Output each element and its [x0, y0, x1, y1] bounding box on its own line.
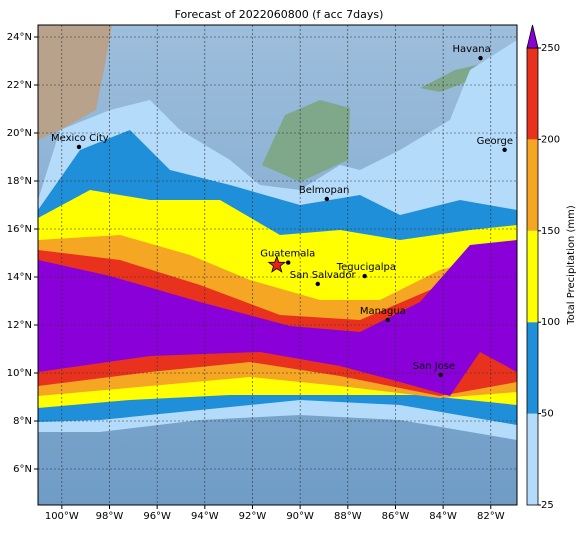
y-tick-label: 20°N: [7, 128, 32, 139]
colorbar-tick-label: 150: [541, 226, 560, 237]
y-tick-label: 16°N: [7, 224, 32, 235]
city-dot: [478, 55, 483, 61]
colorbar-segment: [527, 139, 538, 231]
x-tick-label: 96°W: [143, 511, 171, 522]
colorbar-tick-label: 250: [541, 43, 560, 54]
colorbar-tick-label: 25: [541, 500, 554, 511]
land-yucatan: [262, 100, 350, 182]
x-tick-label: 86°W: [382, 511, 410, 522]
y-tick-label: 18°N: [7, 176, 32, 187]
x-tick-label: 82°W: [477, 511, 505, 522]
colorbar-segment: [527, 413, 538, 505]
city-dot: [385, 317, 391, 323]
y-tick-label: 6°N: [13, 464, 32, 475]
colorbar-tick-label: 50: [541, 409, 554, 420]
x-tick-label: 88°W: [334, 511, 362, 522]
city-label: Havana: [453, 44, 491, 55]
city-label: Tegucigalpa: [336, 262, 396, 273]
y-tick-label: 24°N: [7, 32, 32, 43]
x-tick-label: 84°W: [429, 511, 457, 522]
x-tick-label: 90°W: [286, 511, 314, 522]
map-area: Mexico City Havana George Town Belmopan Guat…: [38, 25, 542, 505]
colorbar-extend: [526, 24, 539, 49]
precip-250: [38, 240, 517, 396]
city-dot: [286, 260, 291, 265]
y-tick-label: 10°N: [7, 368, 32, 379]
colorbar-segment: [527, 322, 538, 414]
axis-ticks: 100°W 98°W 96°W 94°W 92°W 90°W 88°W 86°W 84°W 82°…: [7, 32, 505, 522]
colorbar-frame: [526, 47, 539, 506]
y-tick-label: 12°N: [7, 320, 32, 331]
city-dot: [315, 281, 320, 287]
city-label: Guatemala: [260, 249, 315, 260]
axes-frame: [37, 24, 518, 506]
city-dot: [76, 144, 82, 150]
colorbar-label: Total Precipitation (mm): [566, 205, 577, 326]
graticule: [38, 25, 517, 505]
y-tick-label: 14°N: [7, 272, 32, 283]
city-label: San Jose: [413, 361, 455, 372]
x-tick-label: 92°W: [239, 511, 267, 522]
cities: Mexico City Havana George Town Belmopan Guat…: [51, 44, 542, 378]
colorbar-tick-label: 200: [541, 134, 560, 145]
star-marker: [267, 255, 287, 273]
colorbar-segment: [527, 48, 538, 140]
colorbar-segment: [527, 230, 538, 323]
colorbar: 25 50 100 150 200 250: [526, 24, 560, 511]
x-tick-label: 94°W: [191, 511, 219, 522]
city-dot: [324, 196, 330, 202]
x-tick-label: 98°W: [96, 511, 124, 522]
city-label: Mexico City: [51, 133, 109, 144]
land-mexico: [38, 25, 112, 140]
city-label: Managua: [360, 306, 406, 317]
city-label: George Town: [477, 136, 542, 147]
city-dot: [438, 372, 443, 378]
city-dot: [362, 273, 367, 279]
city-label: San Salvador: [290, 270, 357, 281]
colorbar-tick-label: 100: [541, 317, 560, 328]
y-tick-label: 8°N: [13, 416, 32, 427]
x-tick-label: 100°W: [45, 511, 79, 522]
city-label: Belmopan: [299, 185, 349, 196]
y-tick-label: 22°N: [7, 80, 32, 91]
city-dot: [502, 147, 507, 152]
title: Forecast of 2022060800 (f acc 7days): [175, 8, 384, 21]
